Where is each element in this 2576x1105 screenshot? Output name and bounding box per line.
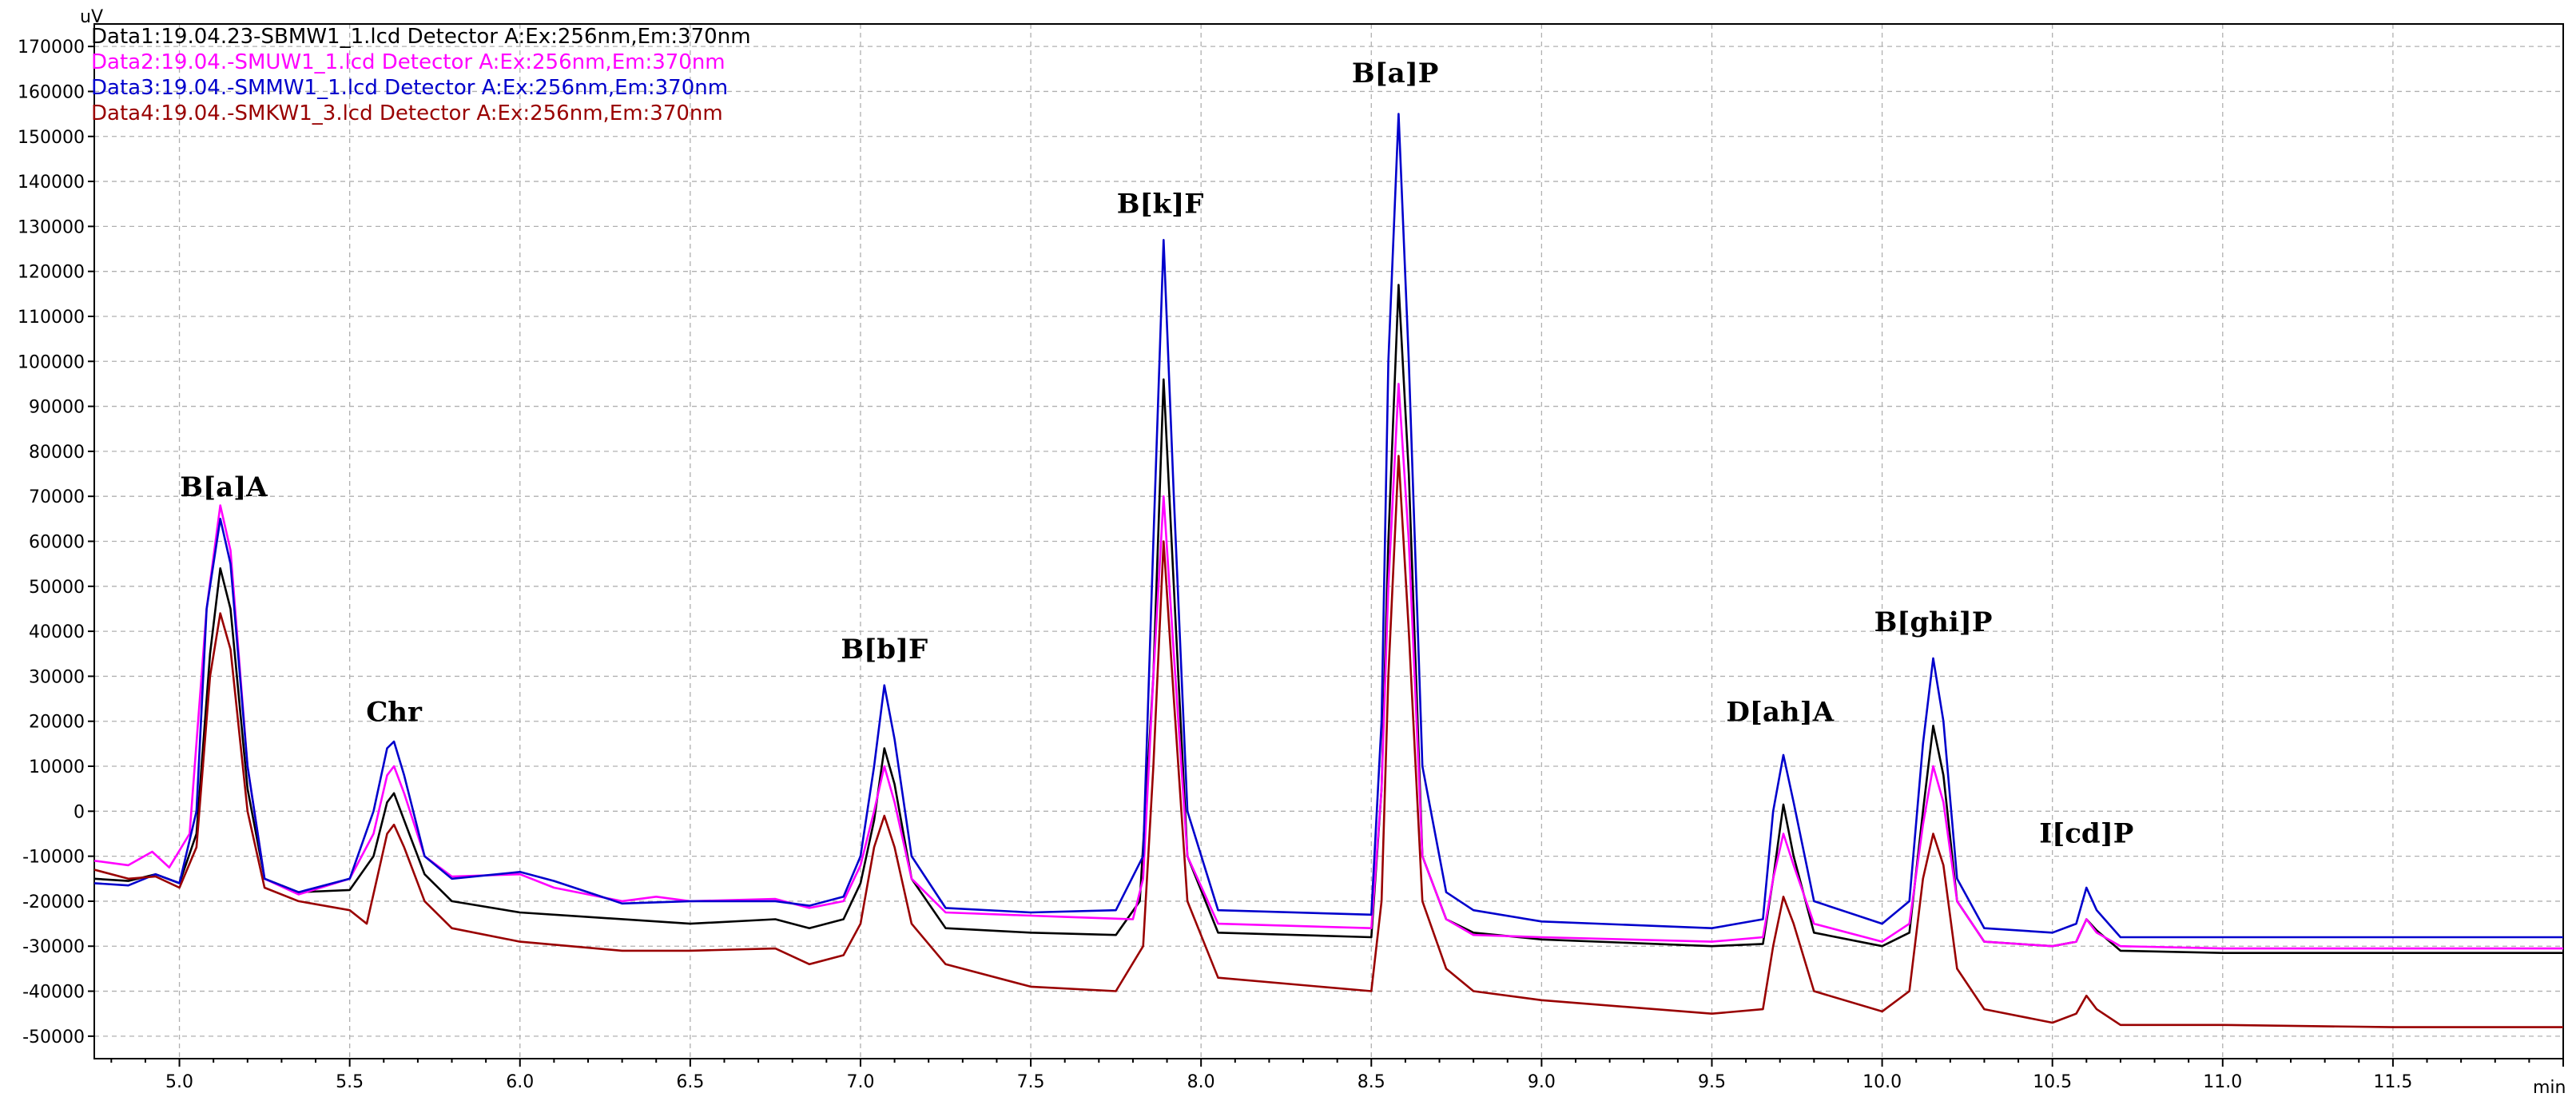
y-unit-label: uV	[80, 7, 103, 27]
legend-entry-2: Data2:19.04.-SMUW1_1.lcd Detector A:Ex:2…	[91, 50, 725, 74]
x-tick-label: 8.0	[1187, 1072, 1215, 1092]
legend-entry-1: Data1:19.04.23-SBMW1_1.lcd Detector A:Ex…	[91, 25, 751, 49]
tick-labels: -50000 -40000 -30000 -20000 -10000 0 10000 2000…	[18, 38, 2564, 1092]
y-tick-label: 60000	[29, 533, 85, 553]
x-tick-label: 11.5	[2373, 1072, 2412, 1092]
peak-annotations: B[a]A Chr B[b]F B[k]F B[a]P D[ah]A B[ghi]P I[cd…	[180, 58, 2133, 850]
peak-label: B[a]A	[180, 471, 268, 503]
x-tick-label: 5.0	[165, 1072, 193, 1092]
y-tick-label: -20000	[22, 892, 85, 912]
legend: Data1:19.04.23-SBMW1_1.lcd Detector A:Ex…	[91, 25, 751, 125]
series-line-4	[93, 455, 2563, 1028]
x-tick-label: 8.5	[1358, 1072, 1385, 1092]
y-tick-label: 30000	[29, 667, 85, 687]
x-tick-label: 5.5	[336, 1072, 364, 1092]
x-unit-label: min	[2533, 1078, 2566, 1098]
y-tick-label: 100000	[18, 352, 85, 372]
x-tick-label: 11.0	[2203, 1072, 2242, 1092]
y-tick-label: 140000	[18, 173, 85, 193]
y-tick-label: 50000	[29, 578, 85, 598]
x-tick-label: 6.0	[506, 1072, 534, 1092]
y-tick-label: 20000	[29, 713, 85, 733]
peak-label: B[a]P	[1352, 58, 1439, 89]
series-line-3	[93, 113, 2563, 939]
series-line-1	[93, 284, 2563, 954]
legend-entry-4: Data4:19.04.-SMKW1_3.lcd Detector A:Ex:2…	[91, 101, 723, 125]
x-tick-label: 7.5	[1017, 1072, 1045, 1092]
x-tick-label: 7.0	[846, 1072, 874, 1092]
x-tick-label: 9.0	[1528, 1072, 1556, 1092]
y-tick-label: 70000	[29, 487, 85, 507]
x-tick-label: 6.5	[676, 1072, 704, 1092]
series-lines	[93, 113, 2563, 1028]
y-tick-label: 0	[74, 802, 85, 822]
y-tick-label: 90000	[29, 398, 85, 418]
peak-label: B[ghi]P	[1874, 606, 1993, 638]
y-tick-label: 130000	[18, 217, 85, 237]
peak-label: B[k]F	[1117, 188, 1204, 220]
y-tick-label: 110000	[18, 308, 85, 328]
peak-label: B[b]F	[841, 634, 928, 666]
y-tick-label: -10000	[22, 848, 85, 868]
peak-label: Chr	[366, 697, 423, 729]
y-tick-label: 170000	[18, 38, 85, 58]
y-tick-label: 40000	[29, 622, 85, 642]
y-tick-label: 120000	[18, 263, 85, 283]
peak-label: D[ah]A	[1726, 697, 1834, 729]
legend-entry-3: Data3:19.04.-SMMW1_1.lcd Detector A:Ex:2…	[91, 76, 728, 100]
x-tick-label: 10.5	[2033, 1072, 2072, 1092]
y-tick-label: 80000	[29, 443, 85, 463]
x-tick-label: 9.5	[1698, 1072, 1726, 1092]
y-tick-label: -50000	[22, 1027, 85, 1047]
series-line-2	[93, 383, 2563, 950]
y-tick-label: 150000	[18, 128, 85, 148]
peak-label: I[cd]P	[2039, 818, 2133, 850]
y-tick-label: -40000	[22, 983, 85, 1003]
y-tick-label: 160000	[18, 82, 85, 102]
y-tick-label: 10000	[29, 757, 85, 777]
x-tick-label: 10.0	[1862, 1072, 1902, 1092]
y-tick-label: -30000	[22, 937, 85, 957]
